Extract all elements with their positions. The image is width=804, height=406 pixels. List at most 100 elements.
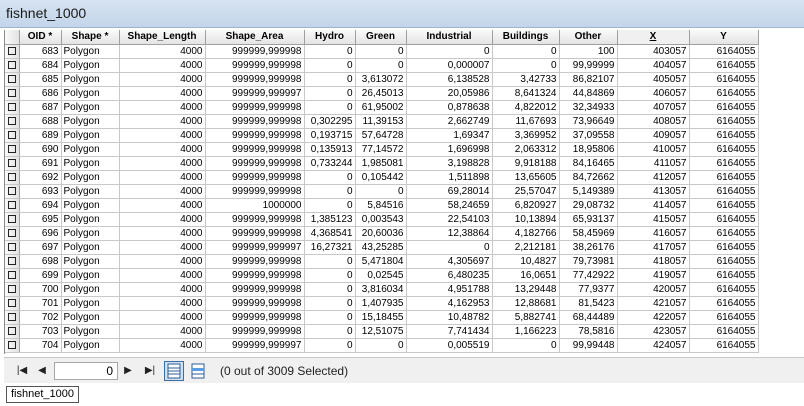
table-cell[interactable]: 419057 xyxy=(617,268,690,283)
table-cell[interactable]: 4000 xyxy=(119,324,206,339)
table-cell[interactable]: 688 xyxy=(19,114,62,129)
table-cell[interactable]: 421057 xyxy=(617,296,690,311)
row-selector[interactable] xyxy=(5,44,20,59)
table-cell[interactable]: 0,878638 xyxy=(406,100,493,115)
table-cell[interactable]: 406057 xyxy=(617,86,690,101)
column-header[interactable]: Shape * xyxy=(61,30,120,45)
table-cell[interactable]: 18,95806 xyxy=(559,142,618,157)
table-cell[interactable]: 1,985081 xyxy=(355,156,407,171)
table-cell[interactable]: 20,05986 xyxy=(406,86,493,101)
table-cell[interactable]: 1,69347 xyxy=(406,128,493,143)
table-cell[interactable]: 5,84516 xyxy=(355,198,407,213)
table-cell[interactable]: Polygon xyxy=(61,100,120,115)
row-selector[interactable] xyxy=(5,128,20,143)
table-cell[interactable]: 420057 xyxy=(617,282,690,297)
table-cell[interactable]: Polygon xyxy=(61,86,120,101)
column-header[interactable]: Green xyxy=(355,30,407,45)
table-cell[interactable]: 12,38864 xyxy=(406,226,493,241)
table-cell[interactable]: 0 xyxy=(304,254,356,269)
column-header[interactable]: Hydro xyxy=(304,30,356,45)
row-selector[interactable] xyxy=(5,86,20,101)
table-cell[interactable]: 411057 xyxy=(617,156,690,171)
table-row[interactable]: 684 Polygon 4000 999999,999998 0 0 0,000007 0 99… xyxy=(5,58,759,73)
table-cell[interactable]: 0 xyxy=(492,58,560,73)
table-cell[interactable]: 0 xyxy=(355,184,407,199)
table-cell[interactable]: 22,54103 xyxy=(406,212,493,227)
row-selector[interactable] xyxy=(5,324,20,339)
table-cell[interactable]: 1,511898 xyxy=(406,170,493,185)
table-cell[interactable]: 4000 xyxy=(119,44,206,59)
table-cell[interactable]: 77,42922 xyxy=(559,268,618,283)
table-row[interactable]: 685 Polygon 4000 999999,999998 0 3,613072 6,13… xyxy=(5,72,759,87)
table-cell[interactable]: 3,42733 xyxy=(492,72,560,87)
table-cell[interactable]: 687 xyxy=(19,100,62,115)
row-selector[interactable] xyxy=(5,170,20,185)
table-cell[interactable]: 61,95002 xyxy=(355,100,407,115)
table-cell[interactable]: 4000 xyxy=(119,198,206,213)
table-cell[interactable]: 6164055 xyxy=(689,324,759,339)
table-cell[interactable]: 999999,999998 xyxy=(205,212,305,227)
table-cell[interactable]: Polygon xyxy=(61,58,120,73)
table-cell[interactable]: 0 xyxy=(355,58,407,73)
table-cell[interactable]: 6164055 xyxy=(689,170,759,185)
table-cell[interactable]: 11,39153 xyxy=(355,114,407,129)
table-cell[interactable]: 77,14572 xyxy=(355,142,407,157)
table-cell[interactable]: 1,696998 xyxy=(406,142,493,157)
table-cell[interactable]: 100 xyxy=(559,44,618,59)
table-row[interactable]: 694 Polygon 4000 1000000 0 5,84516 58,24659 6,8… xyxy=(5,198,759,213)
table-cell[interactable]: Polygon xyxy=(61,324,120,339)
table-cell[interactable]: 4000 xyxy=(119,282,206,297)
table-cell[interactable]: 6164055 xyxy=(689,184,759,199)
table-cell[interactable]: Polygon xyxy=(61,338,120,353)
table-cell[interactable]: 4000 xyxy=(119,100,206,115)
table-cell[interactable]: 32,34933 xyxy=(559,100,618,115)
table-cell[interactable]: 404057 xyxy=(617,58,690,73)
table-cell[interactable]: 999999,999997 xyxy=(205,86,305,101)
table-cell[interactable]: 0,302295 xyxy=(304,114,356,129)
table-cell[interactable]: 99,99448 xyxy=(559,338,618,353)
table-cell[interactable]: 4,305697 xyxy=(406,254,493,269)
row-selector[interactable] xyxy=(5,338,20,353)
table-cell[interactable]: 999999,999997 xyxy=(205,240,305,255)
table-cell[interactable]: 999999,999998 xyxy=(205,310,305,325)
column-header[interactable]: Other xyxy=(559,30,618,45)
table-cell[interactable]: 4000 xyxy=(119,296,206,311)
row-selector[interactable] xyxy=(5,226,20,241)
table-cell[interactable]: 6164055 xyxy=(689,198,759,213)
table-cell[interactable]: 999999,999998 xyxy=(205,268,305,283)
table-cell[interactable]: 6164055 xyxy=(689,240,759,255)
table-cell[interactable]: 409057 xyxy=(617,128,690,143)
table-cell[interactable]: 58,45969 xyxy=(559,226,618,241)
row-selector[interactable] xyxy=(5,142,20,157)
table-cell[interactable]: 26,45013 xyxy=(355,86,407,101)
table-row[interactable]: 698 Polygon 4000 999999,999998 0 5,471804 4,30… xyxy=(5,254,759,269)
table-cell[interactable]: 4,368541 xyxy=(304,226,356,241)
table-cell[interactable]: Polygon xyxy=(61,254,120,269)
table-cell[interactable]: 13,65605 xyxy=(492,170,560,185)
table-cell[interactable]: 6164055 xyxy=(689,226,759,241)
table-cell[interactable]: 695 xyxy=(19,212,62,227)
table-cell[interactable]: 413057 xyxy=(617,184,690,199)
table-row[interactable]: 701 Polygon 4000 999999,999998 0 1,407935 4,16… xyxy=(5,296,759,311)
table-cell[interactable]: 6164055 xyxy=(689,114,759,129)
table-cell[interactable]: 4000 xyxy=(119,310,206,325)
table-cell[interactable]: 0 xyxy=(304,338,356,353)
table-cell[interactable]: 11,67693 xyxy=(492,114,560,129)
table-cell[interactable]: Polygon xyxy=(61,72,120,87)
table-cell[interactable]: 10,13894 xyxy=(492,212,560,227)
table-cell[interactable]: 702 xyxy=(19,310,62,325)
table-cell[interactable]: 694 xyxy=(19,198,62,213)
column-header[interactable]: Y xyxy=(689,30,759,45)
table-cell[interactable]: 0,733244 xyxy=(304,156,356,171)
table-cell[interactable]: 6164055 xyxy=(689,86,759,101)
column-header[interactable]: Buildings xyxy=(492,30,560,45)
table-cell[interactable]: 416057 xyxy=(617,226,690,241)
table-cell[interactable]: 6164055 xyxy=(689,156,759,171)
table-cell[interactable]: 79,73981 xyxy=(559,254,618,269)
attribute-table-grid[interactable]: OID * Shape * Shape_Length Shape_Area Hydro G… xyxy=(4,30,804,354)
table-cell[interactable]: 6164055 xyxy=(689,44,759,59)
table-cell[interactable]: 0 xyxy=(304,296,356,311)
table-cell[interactable]: 0 xyxy=(304,86,356,101)
table-cell[interactable]: 403057 xyxy=(617,44,690,59)
table-cell[interactable]: 0 xyxy=(304,310,356,325)
